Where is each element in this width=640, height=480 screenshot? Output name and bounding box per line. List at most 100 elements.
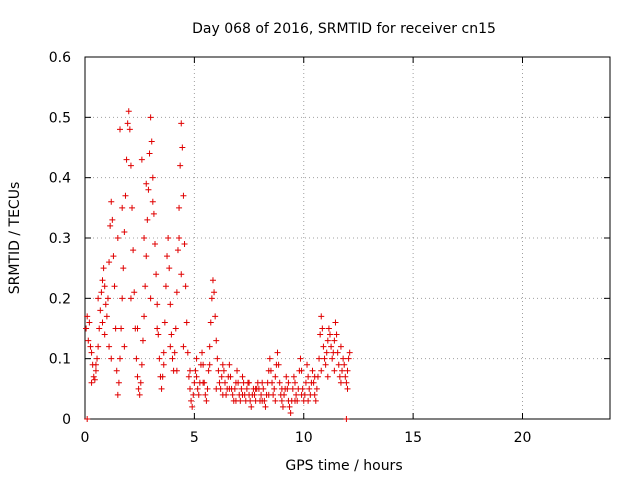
data-point <box>112 325 119 332</box>
data-point <box>113 367 120 374</box>
data-point <box>146 150 153 157</box>
data-point <box>179 144 186 151</box>
data-point <box>187 367 193 374</box>
data-point <box>336 373 343 380</box>
data-point <box>298 367 305 374</box>
data-point <box>309 367 316 374</box>
data-point <box>100 265 107 272</box>
data-point <box>162 283 169 290</box>
data-point <box>133 355 140 362</box>
x-tick-label: 5 <box>190 430 199 446</box>
data-point <box>199 349 206 356</box>
data-point <box>144 216 151 223</box>
data-point <box>167 301 174 308</box>
data-point <box>318 313 325 320</box>
data-point <box>135 385 142 392</box>
data-point <box>108 355 115 362</box>
data-point <box>90 373 97 380</box>
data-point <box>176 204 183 211</box>
data-point <box>123 156 130 163</box>
data-point <box>103 313 110 320</box>
data-point <box>341 361 348 368</box>
data-point <box>108 198 115 205</box>
data-point <box>200 361 207 368</box>
data-point <box>305 397 312 404</box>
data-point <box>84 313 91 320</box>
data-point <box>181 241 188 248</box>
data-point <box>278 385 285 392</box>
data-point <box>306 385 313 392</box>
data-point <box>324 373 331 380</box>
data-point <box>111 283 118 290</box>
data-point <box>234 367 241 374</box>
data-point <box>134 373 141 380</box>
data-point <box>235 379 242 386</box>
data-point <box>127 162 134 169</box>
data-point <box>299 385 306 392</box>
data-point <box>286 403 293 410</box>
data-point <box>226 361 233 368</box>
data-point <box>226 385 233 392</box>
data-point <box>138 156 145 163</box>
data-point <box>169 355 176 362</box>
data-point <box>203 397 210 404</box>
data-point <box>173 289 180 296</box>
data-point <box>335 361 342 368</box>
data-point <box>206 361 213 368</box>
x-axis: 0 5 10 15 20 <box>81 57 531 446</box>
data-point <box>176 235 183 241</box>
data-point <box>287 409 294 416</box>
data-point <box>85 337 92 344</box>
data-point <box>125 108 132 115</box>
data-point <box>126 126 133 133</box>
data-point <box>150 210 157 217</box>
data-point <box>272 397 279 404</box>
data-point <box>319 325 326 332</box>
data-point <box>98 289 105 296</box>
data-point <box>118 325 125 332</box>
data-point <box>174 247 181 254</box>
data-point <box>149 198 156 205</box>
data-point <box>316 355 323 362</box>
data-point <box>124 120 131 127</box>
data-point <box>238 385 245 392</box>
x-tick-label: 10 <box>295 430 313 446</box>
data-point <box>168 331 175 338</box>
chart-title: Day 068 of 2016, SRMTID for receiver cn1… <box>192 21 496 37</box>
data-point <box>166 265 173 272</box>
data-point <box>96 325 103 332</box>
data-point <box>251 391 258 398</box>
data-point <box>171 349 178 356</box>
data-point <box>324 337 331 344</box>
data-point <box>182 283 189 290</box>
data-point <box>344 385 351 392</box>
data-point <box>331 337 338 344</box>
data-point <box>227 373 234 380</box>
data-point <box>122 192 129 199</box>
data-point <box>185 373 192 380</box>
data-point <box>276 379 283 386</box>
data-point <box>127 295 134 302</box>
data-point <box>213 337 220 344</box>
data-point <box>117 126 123 133</box>
data-point <box>158 385 165 392</box>
data-point <box>106 343 113 350</box>
data-point <box>180 192 187 199</box>
data-point <box>104 295 111 302</box>
data-point <box>248 403 255 410</box>
data-point <box>189 403 196 410</box>
data-point <box>332 319 339 326</box>
data-point <box>190 391 197 398</box>
data-point <box>119 204 126 211</box>
data-point <box>229 391 236 398</box>
data-point <box>202 391 209 398</box>
data-point <box>192 367 199 374</box>
data-point <box>97 307 104 314</box>
data-point <box>101 331 108 338</box>
data-point <box>302 379 309 386</box>
data-point <box>317 331 324 338</box>
data-point <box>232 397 239 404</box>
data-point <box>160 349 167 356</box>
data-point <box>243 385 250 392</box>
